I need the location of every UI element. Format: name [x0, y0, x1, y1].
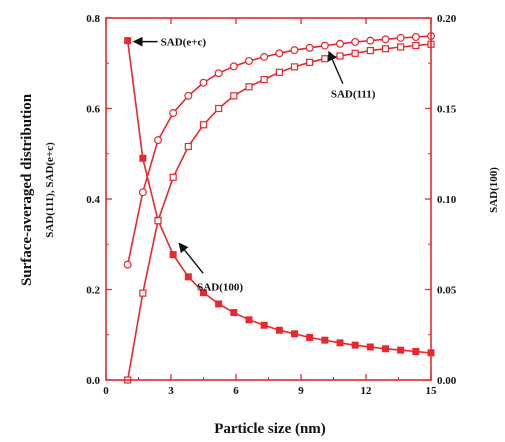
- y-right-tick-label: 0.00: [437, 375, 457, 387]
- y-right-tick-label: 0.20: [437, 13, 457, 25]
- y-left-tick-label: 0.4: [86, 194, 100, 206]
- y-left-tick-label: 0.6: [86, 104, 100, 116]
- y-axis-subtitle-left: SAD(111), SAD(e+c): [44, 142, 56, 238]
- data-point-sad-e-c: [275, 326, 283, 334]
- data-point-sad-e-c: [124, 37, 132, 45]
- data-point-sad-e-c: [184, 273, 192, 281]
- plot-frame: [105, 17, 432, 381]
- annotation-layer: SAD(e+c) SAD(111) SAD(100): [132, 37, 376, 293]
- annotation-arrow: [178, 242, 204, 274]
- data-point-sad-e-c: [215, 300, 223, 308]
- data-point-sad-e-c: [336, 339, 344, 347]
- x-tick-label: 6: [233, 385, 239, 397]
- data-point-sad-111: [351, 37, 360, 46]
- data-point-sad-100: [215, 104, 223, 113]
- y-right-tick-label: 0.10: [437, 194, 457, 206]
- data-point-sad-111: [320, 41, 329, 50]
- data-point-sad-111: [229, 62, 238, 71]
- series-line-sad-e-c: [126, 40, 432, 354]
- data-point-sad-e-c: [351, 341, 359, 349]
- x-axis-title: Particle size (nm): [214, 421, 326, 437]
- data-point-sad-e-c: [245, 316, 253, 324]
- annotation-label: SAD(e+c): [161, 37, 207, 49]
- data-point-sad-e-c: [291, 330, 298, 338]
- data-point-sad-111: [336, 39, 345, 48]
- data-point-sad-100: [139, 289, 147, 297]
- data-point-sad-111: [184, 91, 193, 100]
- x-tick-label: 12: [361, 385, 373, 397]
- data-point-sad-e-c: [306, 333, 314, 341]
- data-point-sad-100: [381, 45, 390, 53]
- data-point-sad-100: [412, 41, 420, 50]
- data-point-sad-111: [138, 188, 147, 197]
- data-point-sad-100: [306, 58, 314, 66]
- y-right-tick-label: 0.15: [437, 104, 457, 116]
- x-tick-label: 15: [426, 385, 438, 397]
- data-point-sad-100: [351, 49, 359, 57]
- x-tick-label: 9: [298, 385, 304, 397]
- data-point-sad-111: [123, 260, 132, 269]
- data-point-sad-111: [245, 56, 254, 65]
- data-point-sad-100: [260, 75, 268, 84]
- data-point-sad-e-c: [382, 345, 389, 353]
- data-point-sad-e-c: [230, 309, 238, 317]
- y-left-tick-label: 0.8: [86, 13, 100, 25]
- series-layer: [123, 32, 436, 384]
- data-point-sad-111: [411, 33, 420, 42]
- data-point-sad-111: [275, 49, 284, 58]
- data-point-sad-111: [169, 109, 178, 118]
- data-point-sad-e-c: [412, 347, 420, 355]
- data-point-sad-100: [230, 92, 238, 100]
- data-point-sad-100: [245, 83, 253, 91]
- x-tick-label: 0: [103, 385, 109, 397]
- plot-border: [105, 17, 432, 381]
- data-point-sad-111: [260, 52, 269, 61]
- annotation-label: SAD(100): [197, 281, 243, 293]
- data-point-sad-111: [290, 46, 299, 55]
- data-point-sad-100: [321, 55, 329, 63]
- data-point-sad-111: [214, 69, 223, 78]
- annotation-arrow: [327, 50, 344, 84]
- data-point-sad-100: [184, 142, 192, 151]
- data-point-sad-100: [275, 68, 283, 76]
- x-tick-label: 3: [168, 385, 174, 397]
- data-point-sad-111: [154, 136, 163, 145]
- annotation-label: SAD(111): [331, 89, 376, 101]
- data-point-sad-100: [290, 63, 299, 71]
- data-point-sad-100: [366, 46, 374, 55]
- y-axis-title-right: SAD(100): [488, 167, 500, 213]
- y-left-tick-label: 0.0: [86, 375, 100, 387]
- data-point-sad-111: [396, 33, 405, 42]
- data-point-sad-100: [397, 43, 405, 51]
- data-point-sad-e-c: [169, 251, 177, 259]
- data-point-sad-e-c: [139, 154, 147, 162]
- data-point-sad-e-c: [366, 343, 374, 351]
- data-point-sad-e-c: [200, 289, 207, 297]
- tick-layer: 0 3 6 9 12 15 0.0 0.2 0.4 0.6 0.8 0.00 0.05 0.10 0.15 0…: [86, 13, 457, 397]
- data-point-sad-111: [366, 36, 375, 45]
- data-point-sad-100: [169, 173, 177, 181]
- y-axis-title-left: Surface-averaged distribution: [19, 93, 35, 286]
- data-point-sad-111: [305, 43, 314, 52]
- y-right-tick-label: 0.05: [437, 285, 457, 297]
- data-point-sad-100: [199, 121, 208, 129]
- data-point-sad-111: [199, 78, 208, 87]
- data-point-sad-100: [336, 52, 344, 60]
- data-point-sad-e-c: [260, 321, 268, 329]
- data-point-sad-100: [154, 217, 162, 225]
- data-point-sad-111: [381, 35, 390, 44]
- y-left-tick-label: 0.2: [86, 285, 100, 297]
- data-point-sad-e-c: [397, 346, 405, 354]
- data-point-sad-e-c: [321, 336, 329, 344]
